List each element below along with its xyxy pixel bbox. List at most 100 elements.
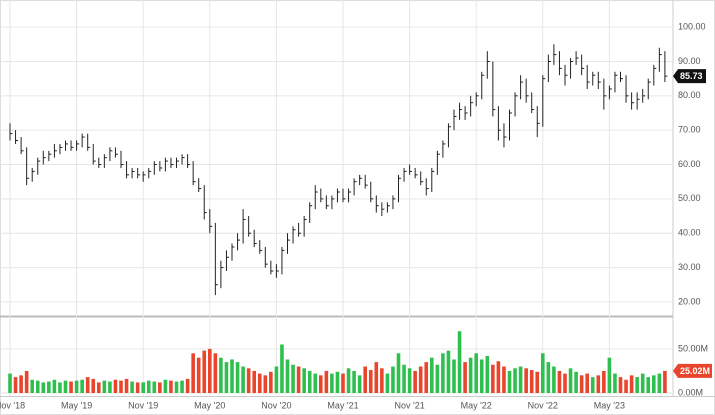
volume-bar <box>430 357 434 393</box>
volume-bar <box>302 368 306 393</box>
volume-bar <box>307 370 312 393</box>
volume-bar <box>246 368 251 393</box>
volume-bar <box>257 373 262 393</box>
volume-bar <box>485 355 490 393</box>
volume-bar <box>230 359 234 393</box>
volume-bar <box>457 331 462 393</box>
volume-bar <box>130 381 134 393</box>
volume-bar <box>180 380 184 393</box>
y-tick-label: 30.00 <box>678 262 701 272</box>
volume-bar <box>657 373 662 393</box>
x-tick-label: Nov '21 <box>394 400 424 410</box>
volume-bar <box>352 370 356 393</box>
volume-bar <box>441 353 445 393</box>
volume-bar <box>146 380 151 393</box>
volume-bar <box>274 366 279 393</box>
volume-bar <box>208 348 212 393</box>
volume-bar <box>241 366 245 393</box>
volume-bar <box>579 375 584 393</box>
volume-bar <box>463 362 467 393</box>
volume-bar <box>424 362 429 393</box>
volume-bar <box>402 364 406 393</box>
price-tag-label: 85.73 <box>680 71 703 81</box>
volume-bar <box>63 380 68 393</box>
volume-bar <box>296 366 301 393</box>
volume-bar <box>518 366 523 393</box>
x-tick-label: Nov '22 <box>528 400 558 410</box>
x-tick-label: May '22 <box>461 400 492 410</box>
volume-bar <box>585 373 589 393</box>
y-tick-label: 70.00 <box>678 125 701 135</box>
volume-bar <box>341 373 345 393</box>
volume-bar <box>185 378 190 393</box>
volume-bar <box>335 371 340 393</box>
volume-bar <box>85 377 90 393</box>
volume-bar <box>541 353 545 393</box>
volume-bar <box>546 362 551 393</box>
volume-bar <box>524 368 528 393</box>
y-tick-label: 60.00 <box>678 159 701 169</box>
y-tick-label: 50.00 <box>678 193 701 203</box>
volume-bar <box>535 371 540 393</box>
volume-bar <box>407 368 412 393</box>
volume-bar <box>635 377 639 393</box>
volume-bar <box>496 361 501 393</box>
y-tick-label: 40.00 <box>678 228 701 238</box>
volume-bar <box>452 359 456 393</box>
y-tick-label: 100.00 <box>678 22 706 32</box>
y-tick-label: 20.00 <box>678 296 701 306</box>
volume-bar <box>507 370 512 393</box>
y-tick-label: 90.00 <box>678 56 701 66</box>
volume-bar <box>574 371 578 393</box>
volume-bar <box>418 366 423 393</box>
volume-bar <box>224 362 229 393</box>
volume-bar <box>8 373 12 393</box>
volume-bar <box>119 380 123 393</box>
volume-bar <box>368 370 373 393</box>
volume-bar <box>607 357 612 393</box>
volume-bar <box>330 373 334 393</box>
volume-bar <box>135 382 140 393</box>
volume-bar <box>213 353 218 393</box>
volume-bar <box>124 378 129 393</box>
volume-bar <box>502 366 506 393</box>
volume-bar <box>58 382 62 393</box>
x-tick-label: May '21 <box>327 400 358 410</box>
volume-bar <box>618 377 623 393</box>
volume-bar <box>174 381 179 393</box>
volume-bar <box>291 364 295 393</box>
volume-bar <box>30 379 34 393</box>
volume-bar <box>413 370 417 393</box>
volume-bar <box>385 373 390 393</box>
volume-tag-label: 25.02M <box>680 366 710 376</box>
volume-bar <box>596 375 601 393</box>
volume-bar <box>319 375 323 393</box>
x-tick-label: May '19 <box>61 400 92 410</box>
volume-bar <box>363 366 367 393</box>
volume-bar <box>108 381 112 393</box>
volume-bar <box>24 370 29 393</box>
volume-bar <box>252 370 256 393</box>
volume-bar <box>624 379 628 393</box>
volume-bar <box>163 379 168 393</box>
volume-bar <box>557 370 562 393</box>
volume-bar <box>219 357 223 393</box>
volume-bar <box>196 357 201 393</box>
volume-bar <box>80 379 84 393</box>
volume-bar <box>479 359 484 393</box>
x-tick-label: Nov '18 <box>0 400 25 410</box>
volume-bar <box>629 375 634 393</box>
volume-bar <box>529 370 534 393</box>
volume-bar <box>52 379 57 393</box>
x-tick-label: May '23 <box>594 400 625 410</box>
volume-bar <box>280 344 284 393</box>
volume-bar <box>613 373 617 393</box>
volume-bar <box>552 366 556 393</box>
volume-bar <box>269 371 273 393</box>
volume-bar <box>513 368 517 393</box>
volume-bar <box>91 378 96 393</box>
volume-bar <box>141 382 145 393</box>
volume-bar <box>19 375 23 393</box>
volume-bar <box>285 359 290 393</box>
